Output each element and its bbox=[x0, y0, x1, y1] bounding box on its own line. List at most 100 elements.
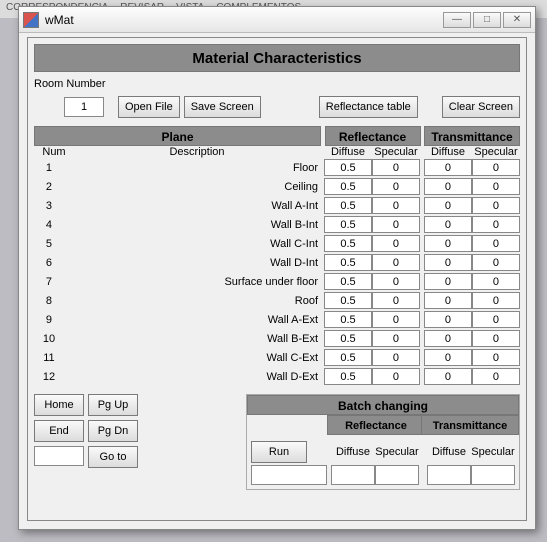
room-number-input[interactable] bbox=[64, 97, 104, 117]
t-diffuse-input[interactable] bbox=[424, 178, 472, 195]
row-desc: Wall A-Ext bbox=[64, 310, 320, 329]
batch-t-diffuse[interactable] bbox=[427, 465, 471, 485]
maximize-button[interactable]: □ bbox=[473, 12, 501, 28]
col-t-diffuse: Diffuse bbox=[424, 146, 472, 158]
run-button[interactable]: Run bbox=[251, 441, 307, 463]
t-diffuse-input[interactable] bbox=[424, 349, 472, 366]
t-specular-input[interactable] bbox=[472, 330, 520, 347]
t-diffuse-input[interactable] bbox=[424, 311, 472, 328]
r-diffuse-input[interactable] bbox=[324, 159, 372, 176]
t-diffuse-input[interactable] bbox=[424, 330, 472, 347]
row-num: 5 bbox=[34, 234, 64, 253]
r-specular-input[interactable] bbox=[372, 159, 420, 176]
r-diffuse-input[interactable] bbox=[324, 349, 372, 366]
r-specular-input[interactable] bbox=[372, 273, 420, 290]
batch-r-specular[interactable] bbox=[375, 465, 419, 485]
pgup-button[interactable]: Pg Up bbox=[88, 394, 138, 416]
reflectance-table-button[interactable]: Reflectance table bbox=[319, 96, 418, 118]
t-diffuse-input[interactable] bbox=[424, 197, 472, 214]
row-desc: Wall D-Ext bbox=[64, 367, 320, 386]
batch-header: Batch changing bbox=[247, 395, 519, 415]
r-diffuse-input[interactable] bbox=[324, 330, 372, 347]
clear-screen-button[interactable]: Clear Screen bbox=[442, 96, 520, 118]
r-diffuse-input[interactable] bbox=[324, 216, 372, 233]
t-diffuse-input[interactable] bbox=[424, 159, 472, 176]
titlebar[interactable]: wMat — □ ✕ bbox=[19, 7, 535, 33]
t-specular-input[interactable] bbox=[472, 235, 520, 252]
table-row: 6Wall D-Int bbox=[34, 253, 520, 272]
table-row: 3Wall A-Int bbox=[34, 196, 520, 215]
t-diffuse-input[interactable] bbox=[424, 292, 472, 309]
reflectance-header: Reflectance bbox=[325, 126, 421, 146]
row-num: 10 bbox=[34, 329, 64, 348]
pgdn-button[interactable]: Pg Dn bbox=[88, 420, 138, 442]
open-file-button[interactable]: Open File bbox=[118, 96, 180, 118]
t-specular-input[interactable] bbox=[472, 159, 520, 176]
page-title: Material Characteristics bbox=[34, 44, 520, 72]
r-specular-input[interactable] bbox=[372, 216, 420, 233]
row-desc: Wall C-Ext bbox=[64, 348, 320, 367]
r-specular-input[interactable] bbox=[372, 254, 420, 271]
minimize-button[interactable]: — bbox=[443, 12, 471, 28]
row-num: 8 bbox=[34, 291, 64, 310]
r-diffuse-input[interactable] bbox=[324, 235, 372, 252]
batch-plane-numbers-input[interactable] bbox=[251, 465, 327, 485]
table-row: 2Ceiling bbox=[34, 177, 520, 196]
t-specular-input[interactable] bbox=[472, 216, 520, 233]
r-specular-input[interactable] bbox=[372, 178, 420, 195]
app-icon bbox=[23, 12, 39, 28]
table-row: 11Wall C-Ext bbox=[34, 348, 520, 367]
r-specular-input[interactable] bbox=[372, 349, 420, 366]
goto-button[interactable]: Go to bbox=[88, 446, 138, 468]
r-diffuse-input[interactable] bbox=[324, 292, 372, 309]
col-r-diffuse: Diffuse bbox=[324, 146, 372, 158]
t-specular-input[interactable] bbox=[472, 292, 520, 309]
row-desc: Wall B-Int bbox=[64, 215, 320, 234]
room-number-label: Room Number bbox=[34, 78, 520, 90]
row-desc: Wall A-Int bbox=[64, 196, 320, 215]
col-t-specular: Specular bbox=[472, 146, 520, 158]
goto-input[interactable] bbox=[34, 446, 84, 466]
table-row: 5Wall C-Int bbox=[34, 234, 520, 253]
t-specular-input[interactable] bbox=[472, 368, 520, 385]
col-num: Num bbox=[34, 146, 74, 158]
t-specular-input[interactable] bbox=[472, 197, 520, 214]
table-row: 4Wall B-Int bbox=[34, 215, 520, 234]
batch-trans-header: Transmittance bbox=[421, 415, 519, 435]
batch-t-specular[interactable] bbox=[471, 465, 515, 485]
r-specular-input[interactable] bbox=[372, 311, 420, 328]
r-diffuse-input[interactable] bbox=[324, 178, 372, 195]
r-diffuse-input[interactable] bbox=[324, 368, 372, 385]
r-diffuse-input[interactable] bbox=[324, 273, 372, 290]
r-specular-input[interactable] bbox=[372, 330, 420, 347]
home-button[interactable]: Home bbox=[34, 394, 84, 416]
t-specular-input[interactable] bbox=[472, 311, 520, 328]
r-specular-input[interactable] bbox=[372, 235, 420, 252]
table-row: 7Surface under floor bbox=[34, 272, 520, 291]
r-diffuse-input[interactable] bbox=[324, 197, 372, 214]
r-diffuse-input[interactable] bbox=[324, 254, 372, 271]
close-button[interactable]: ✕ bbox=[503, 12, 531, 28]
r-specular-input[interactable] bbox=[372, 292, 420, 309]
batch-r-diffuse[interactable] bbox=[331, 465, 375, 485]
t-diffuse-input[interactable] bbox=[424, 254, 472, 271]
col-r-specular: Specular bbox=[372, 146, 420, 158]
save-screen-button[interactable]: Save Screen bbox=[184, 96, 261, 118]
t-diffuse-input[interactable] bbox=[424, 368, 472, 385]
r-diffuse-input[interactable] bbox=[324, 311, 372, 328]
t-diffuse-input[interactable] bbox=[424, 273, 472, 290]
t-specular-input[interactable] bbox=[472, 273, 520, 290]
t-specular-input[interactable] bbox=[472, 254, 520, 271]
batch-panel: Batch changing Reflectance Transmittance… bbox=[246, 394, 520, 490]
t-specular-input[interactable] bbox=[472, 178, 520, 195]
row-num: 2 bbox=[34, 177, 64, 196]
t-diffuse-input[interactable] bbox=[424, 216, 472, 233]
t-diffuse-input[interactable] bbox=[424, 235, 472, 252]
row-desc: Roof bbox=[64, 291, 320, 310]
r-specular-input[interactable] bbox=[372, 197, 420, 214]
row-num: 7 bbox=[34, 272, 64, 291]
table-row: 12Wall D-Ext bbox=[34, 367, 520, 386]
r-specular-input[interactable] bbox=[372, 368, 420, 385]
t-specular-input[interactable] bbox=[472, 349, 520, 366]
end-button[interactable]: End bbox=[34, 420, 84, 442]
